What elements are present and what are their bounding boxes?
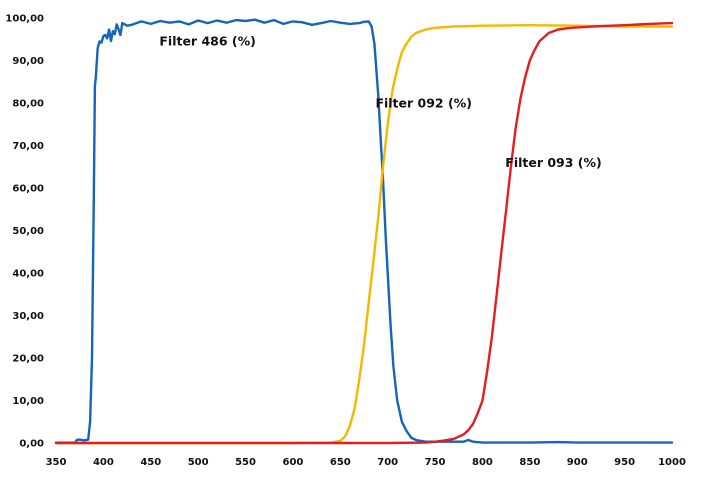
- y-axis-ticks: 0,00 10,00 20,00 30,00 40,00 50,00 60,00 70,00 8…: [5, 14, 44, 450]
- series-annotation: Filter 486 (%): [159, 34, 255, 49]
- x-tick-label: 350: [46, 457, 67, 468]
- y-tick-label: 100,00: [5, 14, 44, 25]
- y-tick-label: 50,00: [12, 226, 44, 237]
- x-tick-label: 450: [140, 457, 161, 468]
- x-tick-label: 600: [282, 457, 303, 468]
- x-tick-label: 650: [330, 457, 351, 468]
- plot-area: [54, 18, 674, 445]
- x-axis-ticks: 350 400 450 500 550 600 650 700 750 800 850 900 950 1…: [46, 457, 686, 468]
- x-tick-label: 850: [519, 457, 540, 468]
- series-line-092: [54, 24, 674, 445]
- y-tick-label: 90,00: [12, 56, 44, 67]
- y-tick-label: 40,00: [12, 269, 44, 280]
- x-tick-label: 900: [567, 457, 588, 468]
- y-tick-label: 30,00: [12, 311, 44, 322]
- y-tick-label: 0,00: [19, 439, 44, 450]
- y-tick-label: 80,00: [12, 99, 44, 110]
- x-tick-label: 1000: [658, 457, 686, 468]
- y-tick-label: 60,00: [12, 184, 44, 195]
- y-tick-label: 20,00: [12, 354, 44, 365]
- series-line-486: [54, 18, 674, 444]
- x-tick-label: 500: [188, 457, 209, 468]
- annotations: Filter 486 (%) Filter 092 (%) Filter 093 (…: [159, 34, 601, 170]
- x-tick-label: 550: [235, 457, 256, 468]
- y-tick-label: 10,00: [12, 396, 44, 407]
- x-tick-label: 400: [93, 457, 114, 468]
- series-annotation: Filter 092 (%): [375, 95, 471, 110]
- x-tick-label: 950: [614, 457, 635, 468]
- x-tick-label: 800: [472, 457, 493, 468]
- x-tick-label: 700: [377, 457, 398, 468]
- series-line-093: [54, 21, 674, 445]
- x-tick-label: 750: [425, 457, 446, 468]
- series-annotation: Filter 093 (%): [505, 155, 601, 170]
- y-tick-label: 70,00: [12, 141, 44, 152]
